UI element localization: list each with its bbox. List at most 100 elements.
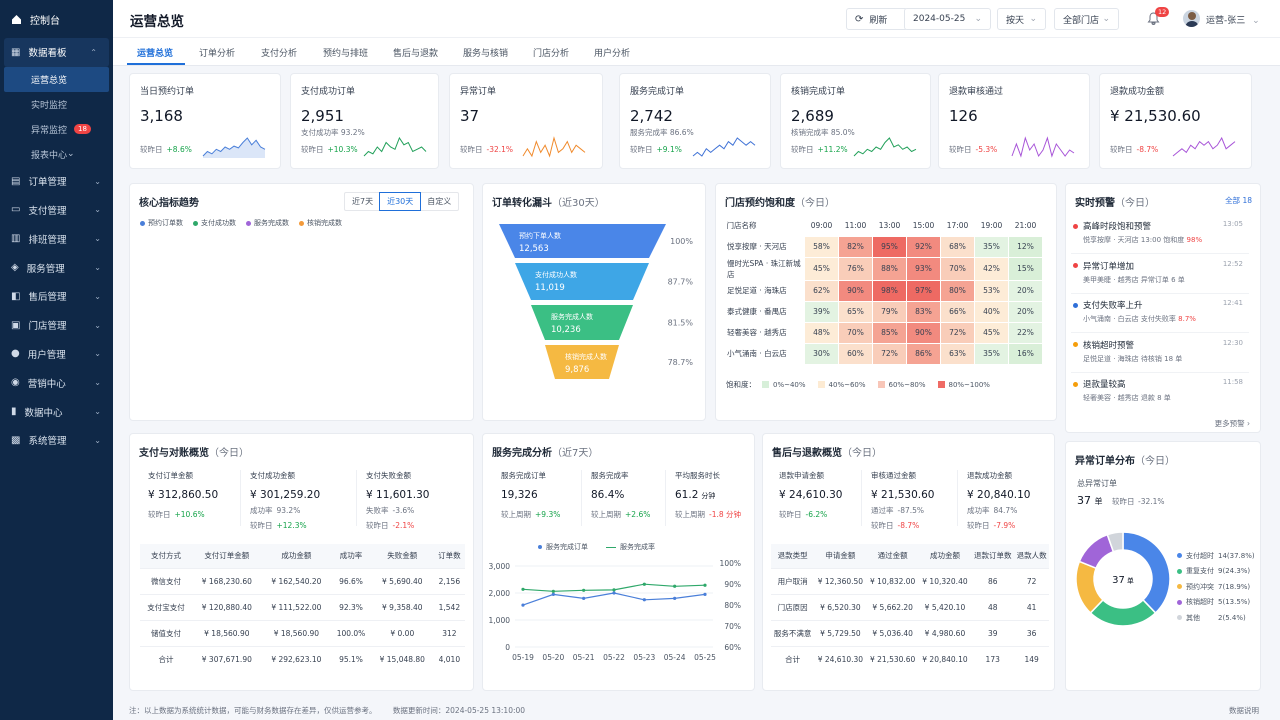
date-picker[interactable]: 2024-05-25 ⌄ xyxy=(904,8,991,30)
heatmap-cell[interactable]: 98% xyxy=(872,279,907,302)
table-row[interactable]: 用户取消 ¥ 12,360.50 ¥ 10,832.00 ¥ 10,320.40 86 7… xyxy=(771,567,1049,594)
heatmap-cell[interactable]: 90% xyxy=(906,321,941,344)
heatmap-cell[interactable]: 40% xyxy=(974,300,1009,323)
heatmap-cell[interactable]: 35% xyxy=(974,235,1009,258)
kpi-card-6[interactable]: 退款成功金额 ¥ 21,530.60 较昨日 -8.7% xyxy=(1099,73,1252,169)
alert-item[interactable]: 退款量较高 11:58 轻奢美容 · 越秀店 退款 8 单 xyxy=(1073,378,1249,403)
tab-5[interactable]: 服务与核销 xyxy=(463,49,509,59)
heatmap-cell[interactable]: 92% xyxy=(906,235,941,258)
heatmap-cell[interactable]: 85% xyxy=(872,321,907,344)
heatmap-cell[interactable]: 53% xyxy=(974,279,1009,302)
alert-item[interactable]: 高峰时段饱和预警 13:05 悦享按摩 · 天河店 13:00 饱和度 98% xyxy=(1071,220,1249,254)
tab-3[interactable]: 预约与排班 xyxy=(323,49,369,59)
tab-6[interactable]: 门店分析 xyxy=(533,49,570,59)
heatmap-cell[interactable]: 79% xyxy=(872,300,907,323)
sidebar-subitem-2[interactable]: 异常监控 18 xyxy=(0,117,113,142)
heatmap-cell[interactable]: 97% xyxy=(906,279,941,302)
heatmap-cell[interactable]: 35% xyxy=(974,342,1009,365)
heatmap-cell[interactable]: 70% xyxy=(940,256,975,281)
tab-0[interactable]: 运营总览 xyxy=(137,49,174,59)
heatmap-cell[interactable]: 66% xyxy=(940,300,975,323)
heatmap-cell[interactable]: 58% xyxy=(804,235,839,258)
heatmap-cell[interactable]: 48% xyxy=(804,321,839,344)
table-row[interactable]: 微信支付 ¥ 168,230.60 ¥ 162,540.20 96.6% ¥ 5,690… xyxy=(140,567,465,594)
donut-slice-2[interactable] xyxy=(1075,560,1104,614)
sidebar-item-8[interactable]: ◉ 营销中心 ⌄ xyxy=(0,368,113,397)
range-option-2[interactable]: 自定义 xyxy=(427,197,452,206)
heatmap-cell[interactable]: 72% xyxy=(940,321,975,344)
notification-button[interactable]: 12 xyxy=(1147,7,1170,26)
heatmap-cell[interactable]: 42% xyxy=(974,256,1009,281)
sidebar-item-9[interactable]: ▮ 数据中心 ⌄ xyxy=(0,397,113,426)
tab-2[interactable]: 支付分析 xyxy=(261,49,298,59)
sidebar-item-6[interactable]: ▣ 门店管理 ⌄ xyxy=(0,311,113,340)
tab-1[interactable]: 订单分析 xyxy=(199,49,236,59)
granularity-select[interactable]: 按天 ⌄ xyxy=(997,8,1046,30)
tab-7[interactable]: 用户分析 xyxy=(594,49,631,59)
heatmap-cell[interactable]: 90% xyxy=(838,279,873,302)
heatmap-cell[interactable]: 22% xyxy=(1008,321,1043,344)
heatmap-cell[interactable]: 65% xyxy=(838,300,873,323)
tab-4[interactable]: 售后与退款 xyxy=(393,49,439,59)
table-row[interactable]: 服务不满意 ¥ 5,729.50 ¥ 5,036.40 ¥ 4,980.60 39 36 xyxy=(771,619,1049,646)
heatmap-cell[interactable]: 88% xyxy=(872,256,907,281)
alert-item[interactable]: 异常订单增加 12:52 美甲美睫 · 越秀店 异常订单 6 单 xyxy=(1071,260,1249,294)
user-menu[interactable]: 运营-张三 ⌄ xyxy=(1206,13,1260,26)
heatmap-cell[interactable]: 80% xyxy=(940,279,975,302)
kpi-card-0[interactable]: 当日预约订单 3,168 较昨日 +8.6% xyxy=(129,73,281,169)
heatmap-cell[interactable]: 15% xyxy=(1008,256,1043,281)
table-row[interactable]: 储值支付 ¥ 18,560.90 ¥ 18,560.90 100.0% ¥ 0.00 31… xyxy=(140,619,465,646)
funnel-stage-2[interactable] xyxy=(531,305,633,340)
heatmap-cell[interactable]: 30% xyxy=(804,342,839,365)
sidebar-item-7[interactable]: ● 用户管理 ⌄ xyxy=(0,340,113,369)
range-option-0[interactable]: 近7天 xyxy=(352,197,374,206)
heatmap-cell[interactable]: 68% xyxy=(940,235,975,258)
heatmap-cell[interactable]: 20% xyxy=(1008,279,1043,302)
refresh-button[interactable]: ⟳ 刷新 xyxy=(846,8,908,30)
sidebar-item-3[interactable]: ▥ 排班管理 ⌄ xyxy=(0,224,113,253)
heatmap-cell[interactable]: 16% xyxy=(1008,342,1043,365)
heatmap-cell[interactable]: 45% xyxy=(974,321,1009,344)
table-row[interactable]: 合计 ¥ 24,610.30 ¥ 21,530.60 ¥ 20,840.10 173 14… xyxy=(771,645,1049,672)
heatmap-cell[interactable]: 62% xyxy=(804,279,839,302)
heatmap-cell[interactable]: 86% xyxy=(906,342,941,365)
heatmap-cell[interactable]: 45% xyxy=(804,256,839,281)
heatmap-cell[interactable]: 60% xyxy=(838,342,873,365)
data-help-link[interactable]: 数据说明 xyxy=(1229,706,1259,715)
donut-slice-0[interactable] xyxy=(1122,531,1171,614)
heatmap-cell[interactable]: 93% xyxy=(906,256,941,281)
heatmap-cell[interactable]: 95% xyxy=(872,235,907,258)
kpi-card-5[interactable]: 退款审核通过 126 较昨日 -5.3% xyxy=(938,73,1090,169)
sidebar-subitem-3[interactable]: 报表中心 ⌄ xyxy=(0,142,113,167)
kpi-card-2[interactable]: 异常订单 37 较昨日 -32.1% xyxy=(449,73,603,169)
sidebar-item-5[interactable]: ◧ 售后管理 ⌄ xyxy=(0,282,113,311)
sidebar-subitem-0[interactable]: 运营总览 xyxy=(4,66,109,92)
sidebar-item-4[interactable]: ◈ 服务管理 ⌄ xyxy=(0,253,113,282)
table-row[interactable]: 支付宝支付 ¥ 120,880.40 ¥ 111,522.00 92.3% ¥ 9,35… xyxy=(140,593,465,620)
heatmap-cell[interactable]: 82% xyxy=(838,235,873,258)
heatmap-cell[interactable]: 72% xyxy=(872,342,907,365)
donut-slice-1[interactable] xyxy=(1089,598,1157,627)
table-row[interactable]: 合计 ¥ 307,671.90 ¥ 292,623.10 95.1% ¥ 15,048.… xyxy=(140,645,465,672)
sidebar-item-2[interactable]: ▭ 支付管理 ⌄ xyxy=(0,196,113,225)
sidebar-brand[interactable]: 控制台 xyxy=(0,0,113,38)
sidebar-item-1[interactable]: ▤ 订单管理 ⌄ xyxy=(0,167,113,196)
funnel-stage-0[interactable] xyxy=(499,224,666,258)
heatmap-cell[interactable]: 70% xyxy=(838,321,873,344)
heatmap-cell[interactable]: 76% xyxy=(838,256,873,281)
heatmap-cell[interactable]: 39% xyxy=(804,300,839,323)
kpi-card-4[interactable]: 核销完成订单 2,689 核销完成率 85.0% 较昨日 +11.2% xyxy=(780,73,931,169)
funnel-stage-3[interactable] xyxy=(545,345,619,379)
heatmap-cell[interactable]: 20% xyxy=(1008,300,1043,323)
kpi-card-3[interactable]: 服务完成订单 2,742 服务完成率 86.6% 较昨日 +9.1% xyxy=(619,73,771,169)
donut-slice-4[interactable] xyxy=(1106,531,1124,553)
avatar[interactable] xyxy=(1183,10,1200,27)
alert-item[interactable]: 支付失败率上升 12:41 小气涌南 · 白云店 支付失败率 8.7% xyxy=(1071,299,1249,333)
kpi-card-1[interactable]: 支付成功订单 2,951 支付成功率 93.2% 较昨日 +10.3% xyxy=(290,73,439,169)
alerts-all-link[interactable]: 全部 18 xyxy=(1225,196,1252,205)
sidebar-item-0[interactable]: ▦ 数据看板 ⌃ xyxy=(4,38,109,67)
store-select[interactable]: 全部门店 ⌄ xyxy=(1054,8,1119,30)
more-alerts-link[interactable]: 更多预警 › xyxy=(1214,419,1250,428)
funnel-stage-1[interactable] xyxy=(515,263,649,300)
sidebar-subitem-1[interactable]: 实时监控 xyxy=(0,92,113,117)
